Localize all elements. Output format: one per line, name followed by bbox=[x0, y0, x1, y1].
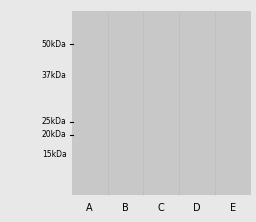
Text: A: A bbox=[86, 203, 93, 213]
Text: C: C bbox=[158, 203, 165, 213]
Text: E: E bbox=[230, 203, 236, 213]
Text: 25kDa: 25kDa bbox=[42, 117, 67, 126]
Text: B: B bbox=[122, 203, 129, 213]
Text: 15kDa: 15kDa bbox=[42, 150, 67, 159]
Text: 37kDa: 37kDa bbox=[42, 71, 67, 80]
Text: 50kDa: 50kDa bbox=[42, 40, 67, 49]
Text: 20kDa: 20kDa bbox=[42, 130, 67, 139]
Text: D: D bbox=[193, 203, 201, 213]
